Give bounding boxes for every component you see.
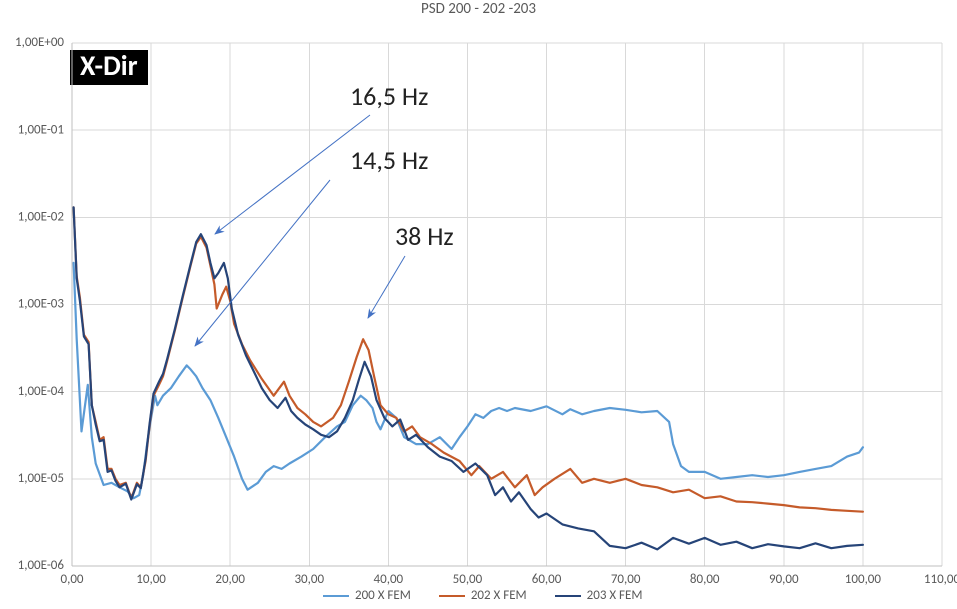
series-line (74, 207, 863, 511)
x-tick-label: 100,00 (845, 572, 882, 587)
legend-label: 202 X FEM (471, 588, 527, 603)
y-tick-label: 1,00E-03 (18, 297, 65, 312)
y-tick-label: 1,00E-06 (18, 558, 65, 573)
y-tick-label: 1,00E-02 (18, 209, 65, 224)
x-tick-label: 80,00 (690, 572, 720, 587)
x-tick-label: 110,00 (924, 572, 957, 587)
x-tick-label: 50,00 (453, 572, 483, 587)
x-tick-label: 20,00 (215, 572, 245, 587)
annotation-arrow (368, 256, 405, 318)
y-tick-label: 1,00E+00 (15, 35, 64, 50)
series-line (74, 263, 863, 498)
x-tick-label: 90,00 (769, 572, 799, 587)
x-tick-label: 60,00 (532, 572, 562, 587)
chart-svg: 0,00 10,00 20,00 30,00 40,00 50,00 60,00 70,00 8… (0, 0, 957, 609)
gridlines (72, 43, 942, 566)
x-tick-label: 0,00 (60, 572, 83, 587)
legend-item: 200 X FEM (323, 588, 411, 603)
x-tick-label: 70,00 (611, 572, 641, 587)
legend-label: 203 X FEM (587, 588, 643, 603)
annotation-arrow (215, 115, 370, 234)
legend-item: 203 X FEM (555, 588, 643, 603)
y-tick-label: 1,00E-04 (18, 384, 65, 399)
x-tick-label: 10,00 (136, 572, 166, 587)
y-tick-label: 1,00E-05 (18, 471, 64, 486)
x-tick-label: 40,00 (374, 572, 404, 587)
legend-item: 202 X FEM (439, 588, 527, 603)
axes: 0,00 10,00 20,00 30,00 40,00 50,00 60,00 70,00 8… (15, 35, 957, 587)
annotation-label: 16,5 Hz (350, 80, 428, 112)
annotation-label: 14,5 Hz (350, 144, 428, 176)
series-line (74, 207, 863, 549)
legend-swatch (439, 595, 465, 597)
psd-chart: PSD 200 - 202 -203 X-Dir 0,0010,0020,003… (0, 0, 957, 609)
y-tick-label: 1,00E-01 (18, 122, 64, 137)
legend: 200 X FEM 202 X FEM 203 X FEM (323, 588, 642, 603)
x-tick-label: 30,00 (294, 572, 324, 587)
annotation-label: 38 Hz (395, 220, 454, 252)
data-lines (74, 207, 863, 549)
legend-swatch (323, 595, 349, 597)
legend-swatch (555, 595, 581, 597)
legend-label: 200 X FEM (355, 588, 411, 603)
